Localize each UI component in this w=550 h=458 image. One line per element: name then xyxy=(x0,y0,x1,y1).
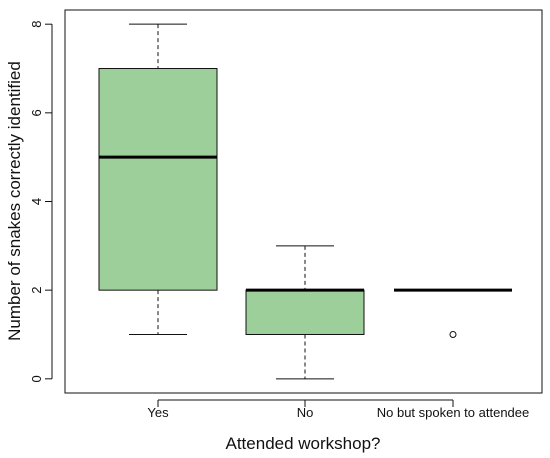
iqr-box xyxy=(245,289,365,335)
y-tick-label: 4 xyxy=(29,198,44,205)
y-tick-label: 8 xyxy=(29,21,44,28)
x-tick-label: No but spoken to attendee xyxy=(377,405,530,420)
x-tick-label: No xyxy=(297,405,314,420)
y-tick-label: 2 xyxy=(29,287,44,294)
y-tick-label: 6 xyxy=(29,109,44,116)
outlier-point xyxy=(449,330,457,338)
x-tick-label: Yes xyxy=(147,405,169,420)
boxes-layer xyxy=(98,23,512,380)
y-axis-label: Number of snakes correctly identified xyxy=(5,61,24,341)
x-axis: Yes No No but spoken to attendee xyxy=(147,399,530,420)
y-axis: 0 2 4 6 8 xyxy=(29,21,53,382)
plot-frame xyxy=(64,9,543,394)
box-group xyxy=(245,245,365,380)
iqr-box xyxy=(98,68,218,291)
box-group xyxy=(394,288,512,338)
box-group xyxy=(98,23,218,335)
y-tick-label: 0 xyxy=(29,375,44,382)
x-axis-label: Attended workshop? xyxy=(226,434,381,453)
